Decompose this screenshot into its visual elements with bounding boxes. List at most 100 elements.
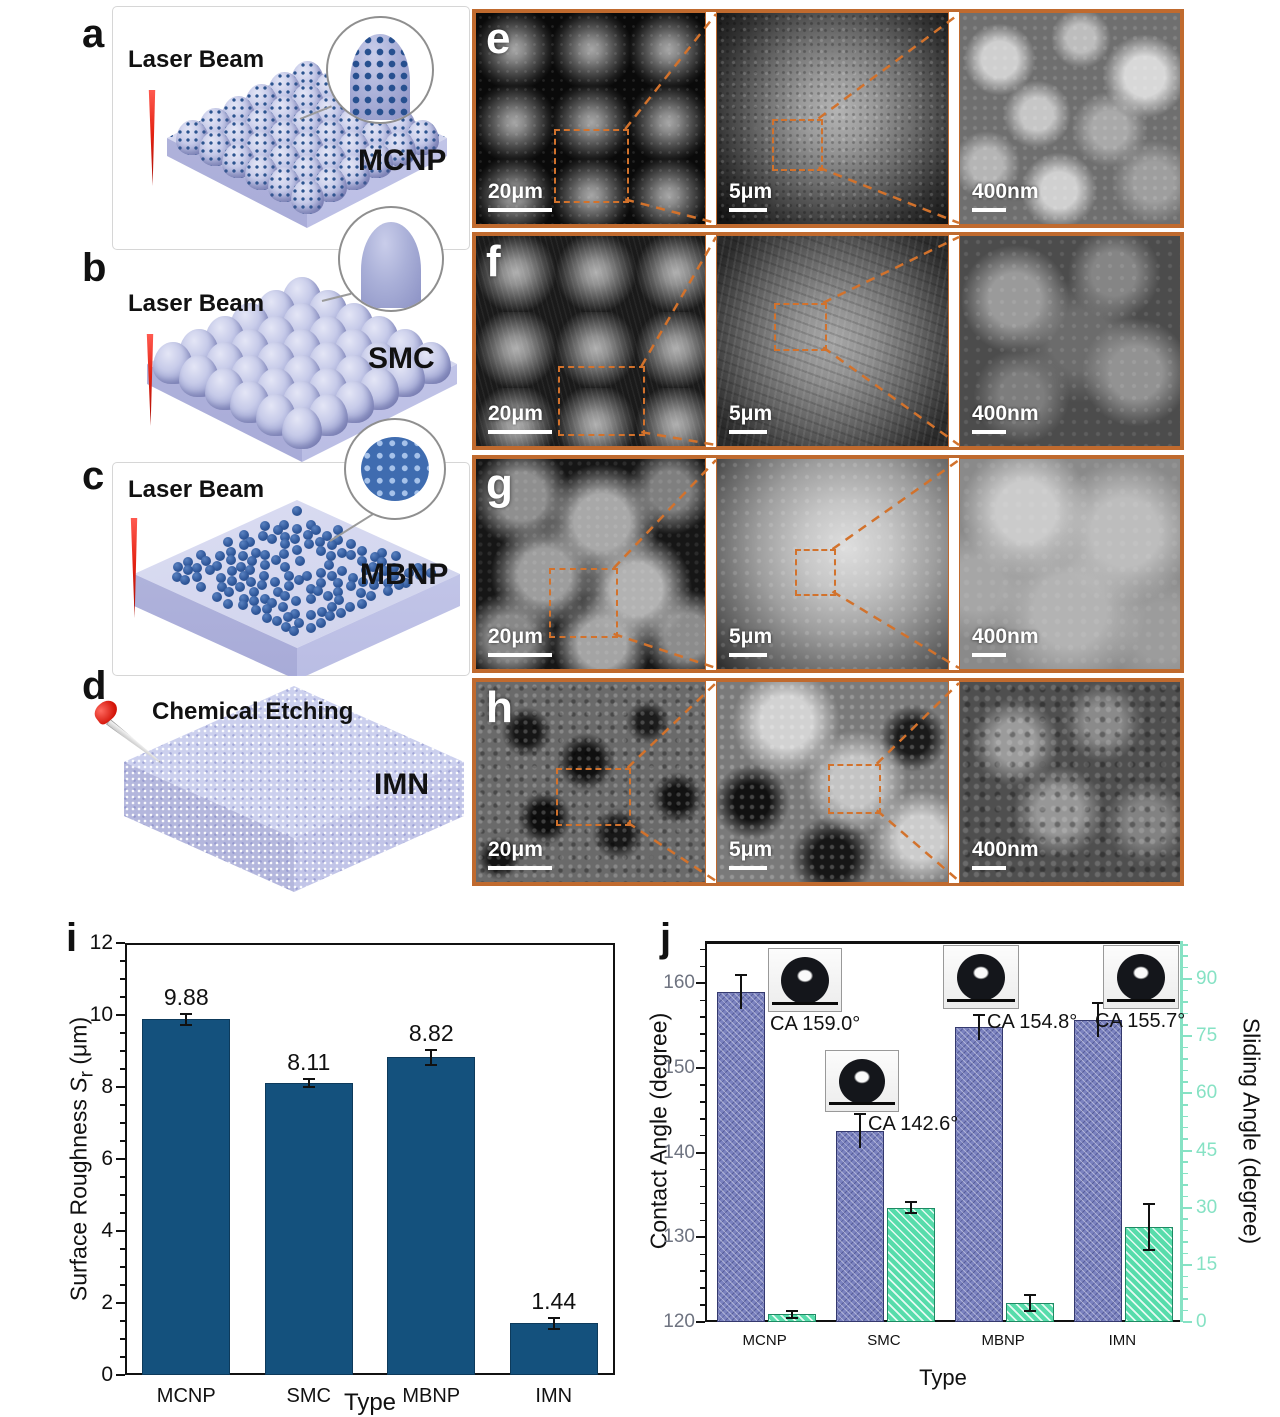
y-minor-tick [120,1266,125,1268]
contact-angle-photo-IMN [1103,945,1179,1009]
nanoparticle-dot [259,570,270,581]
y-minor-tick-right [1183,1012,1188,1015]
y-minor-tick [120,1122,125,1124]
roi-box [555,767,632,827]
y-minor-tick-right [1183,1195,1188,1198]
droplet-baseline [772,1002,838,1005]
x-category-label: SMC [867,1332,901,1349]
error-bar [858,1113,861,1148]
y-tick-label: 0 [101,1363,113,1386]
y-tick-right [1183,1035,1192,1038]
scale-line [972,430,1006,434]
process-label-a: Laser Beam [128,46,265,73]
nanoparticle-dot [388,570,399,581]
schematic-mbnp: Laser Beam MBNP [112,462,470,676]
plot-frame-right [1180,941,1183,1322]
y-tick-label-left: 160 [663,972,695,994]
nanoparticle-dot [382,578,393,589]
y-tick-label-left: 140 [663,1141,695,1163]
y-tick-left [696,1236,705,1239]
nanoparticle-dot [226,555,237,566]
nanoparticle-dot [326,601,337,612]
nanoparticle-dot [357,598,368,609]
x-category-label: IMN [1108,1332,1137,1349]
panel-letter-i: i [66,916,78,960]
nanoparticle-dot [248,587,259,598]
y-minor-tick-right [1183,1172,1188,1175]
nanoparticle-dot [326,539,337,550]
nanoparticle-dot [224,586,235,597]
nanoparticle-dot [292,545,303,556]
bar-IMN [509,1323,598,1375]
nanoparticle-dot [336,547,347,558]
nanoparticle-dot [283,570,294,581]
error-bar [909,1201,912,1214]
y-minor-tick-right [1183,1058,1188,1060]
nanoparticle-dot [345,601,356,612]
y-tick-label-right: 60 [1196,1082,1218,1104]
scale-line [972,208,1006,212]
nanoparticle-dot [370,551,381,562]
sem-image-f-400nm: 400nm [959,235,1181,447]
nanoparticle-dot [200,555,211,566]
y-tick-label-left: 120 [663,1311,695,1332]
nanoparticle-dot [347,572,358,583]
nanoparticle-dot [315,568,326,578]
scale-bar: 5μm [729,625,772,657]
y-tick-label-left: 150 [663,1057,695,1078]
nanoparticle-dot [171,571,182,582]
y-minor-tick-left [700,1033,705,1035]
error-cap [425,1063,438,1066]
plot-frame [125,943,615,1375]
bar-contact-angle-SMC [835,1130,884,1322]
roi-box [558,366,646,437]
chart-surface-roughness: Surface Roughness Sr (μm) Type 0 2 4 6 8 10 12… [60,925,640,1417]
nanoparticle-dot [244,536,255,547]
panel-letter-f: f [486,237,501,286]
y-minor-tick-right [1183,1024,1188,1026]
nanoparticle-dot [259,593,270,604]
scale-label: 5μm [729,180,773,203]
nanoparticle-dot [223,537,234,548]
scale-line [488,208,552,212]
y-minor-tick [120,1104,125,1106]
panel-letter-a: a [82,12,105,56]
nanoparticle-dot [279,561,290,572]
y-tick [116,1014,125,1016]
type-label-imn: IMN [374,768,429,801]
nanoparticle-dot [238,570,249,581]
y-minor-tick-left [700,1270,705,1272]
bar-value-label: 8.11 [287,1048,331,1075]
y-minor-tick-right [1183,944,1188,946]
nanoparticle-dot [260,521,271,532]
y-minor-tick [120,1284,125,1286]
nanoparticle-dot [249,595,260,606]
error-cap [785,1309,798,1312]
y-minor-tick [120,960,125,962]
x-category-label: SMC [286,1385,331,1407]
bar-value-label: 8.82 [408,1020,454,1047]
sem-image-e-400nm: 400nm [959,12,1181,225]
nanoparticle-dot [324,560,335,571]
nanoparticle-dot [326,550,337,561]
scale-label: 5μm [729,625,773,648]
scale-line [488,866,552,870]
nanoparticle-dot [227,576,238,587]
y-minor-tick-left [700,948,705,951]
droplet-baseline [829,1102,895,1105]
micro-cone [290,178,324,214]
y-minor-tick [120,1338,125,1340]
scale-label: 20μm [488,402,543,425]
scale-line [729,866,767,870]
scale-line [729,653,767,657]
bar-contact-angle-MCNP [716,991,765,1322]
nanoparticle-dot [237,600,248,611]
nanoparticle-dot [191,572,202,583]
scale-bar: 400nm [972,402,1039,434]
scale-label: 400nm [972,838,1039,861]
bar-value-label: 1.44 [531,1287,577,1314]
laser-beam-icon [148,90,156,186]
y-minor-tick-right [1183,1069,1188,1072]
y-tick [116,1302,125,1304]
y-tick-right [1183,1092,1192,1095]
